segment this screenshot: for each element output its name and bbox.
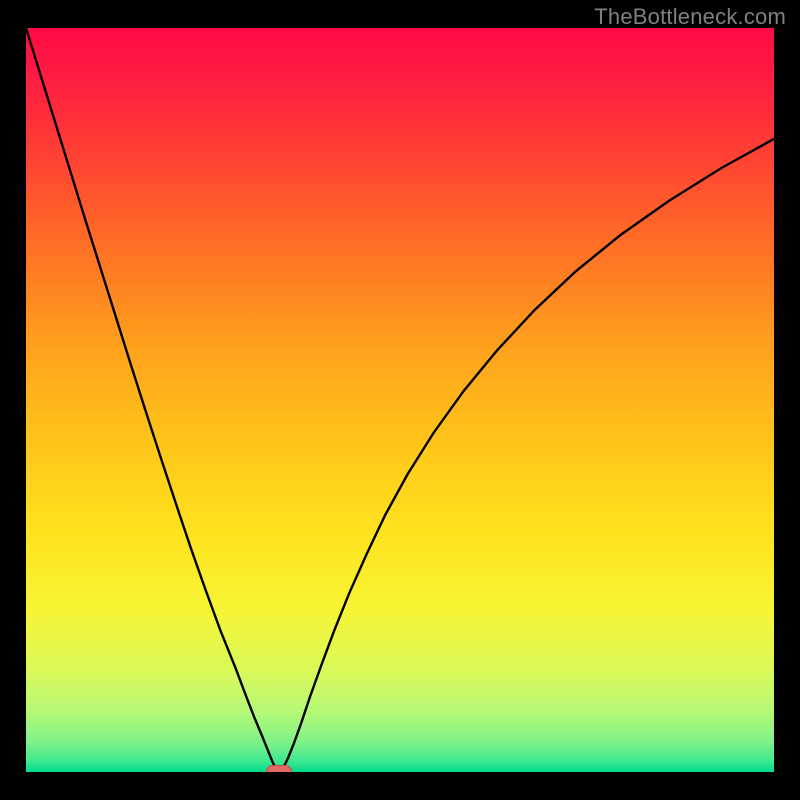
optimum-marker [266,765,292,772]
plot-area [26,28,774,772]
watermark-text: TheBottleneck.com [594,4,786,30]
bottleneck-curve [26,28,774,772]
